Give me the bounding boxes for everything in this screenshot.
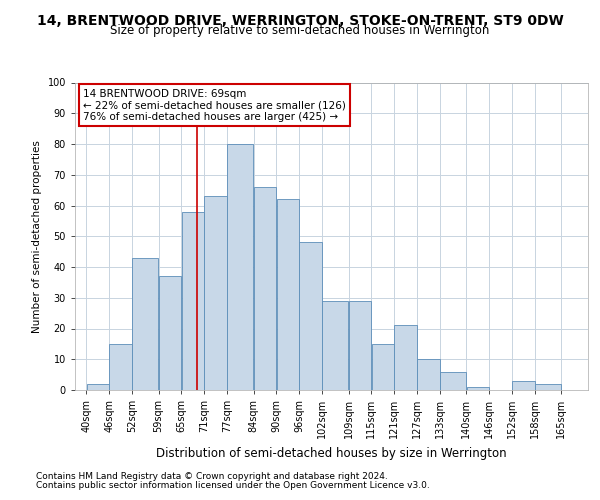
Bar xyxy=(349,301,371,390)
Text: 14, BRENTWOOD DRIVE, WERRINGTON, STOKE-ON-TRENT, ST9 0DW: 14, BRENTWOOD DRIVE, WERRINGTON, STOKE-O… xyxy=(37,14,563,28)
Text: Contains HM Land Registry data © Crown copyright and database right 2024.: Contains HM Land Registry data © Crown c… xyxy=(36,472,388,481)
Bar xyxy=(440,372,466,390)
Y-axis label: Number of semi-detached properties: Number of semi-detached properties xyxy=(32,140,42,332)
Bar xyxy=(205,196,227,390)
Bar xyxy=(277,200,299,390)
Bar xyxy=(227,144,253,390)
Bar xyxy=(512,381,535,390)
Bar xyxy=(159,276,181,390)
Text: Contains public sector information licensed under the Open Government Licence v3: Contains public sector information licen… xyxy=(36,481,430,490)
Bar xyxy=(109,344,132,390)
Bar xyxy=(132,258,158,390)
Bar xyxy=(417,359,440,390)
Bar xyxy=(254,187,276,390)
Bar xyxy=(467,387,489,390)
Bar xyxy=(394,326,417,390)
Bar xyxy=(322,301,349,390)
Bar xyxy=(299,242,322,390)
Bar xyxy=(182,212,204,390)
X-axis label: Distribution of semi-detached houses by size in Werrington: Distribution of semi-detached houses by … xyxy=(156,446,507,460)
Bar xyxy=(86,384,109,390)
Text: 14 BRENTWOOD DRIVE: 69sqm
← 22% of semi-detached houses are smaller (126)
76% of: 14 BRENTWOOD DRIVE: 69sqm ← 22% of semi-… xyxy=(83,88,346,122)
Bar xyxy=(371,344,394,390)
Text: Size of property relative to semi-detached houses in Werrington: Size of property relative to semi-detach… xyxy=(110,24,490,37)
Bar xyxy=(535,384,561,390)
